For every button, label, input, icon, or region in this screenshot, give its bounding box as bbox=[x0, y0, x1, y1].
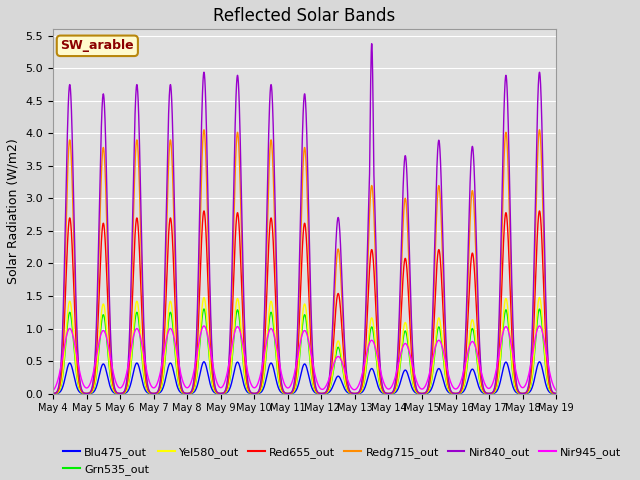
Line: Nir840_out: Nir840_out bbox=[53, 44, 556, 394]
Blu475_out bbox=[189, 390, 197, 396]
Nir945_out bbox=[552, 387, 560, 393]
Redg715_out bbox=[536, 127, 543, 132]
Redg715_out bbox=[552, 391, 560, 396]
Nir945_out bbox=[504, 328, 512, 334]
Redg715_out bbox=[189, 382, 197, 387]
Grn535_out bbox=[536, 306, 543, 312]
Redg715_out bbox=[353, 390, 361, 396]
Nir840_out bbox=[189, 380, 197, 385]
Grn535_out bbox=[552, 391, 560, 396]
Red655_out bbox=[552, 391, 560, 396]
Nir945_out bbox=[189, 371, 197, 376]
Grn535_out bbox=[504, 322, 512, 327]
Nir840_out bbox=[505, 134, 513, 140]
Grn535_out bbox=[49, 391, 57, 396]
Line: Yel580_out: Yel580_out bbox=[53, 298, 556, 394]
Red655_out bbox=[536, 208, 543, 214]
Blu475_out bbox=[362, 381, 370, 387]
Blu475_out bbox=[536, 359, 543, 365]
Red655_out bbox=[49, 391, 57, 396]
Grn535_out bbox=[157, 386, 164, 392]
Grn535_out bbox=[189, 388, 197, 394]
Nir840_out bbox=[368, 41, 376, 47]
Line: Red655_out: Red655_out bbox=[53, 211, 556, 394]
Yel580_out bbox=[362, 362, 370, 368]
Line: Nir945_out: Nir945_out bbox=[53, 326, 556, 391]
Yel580_out bbox=[536, 295, 543, 300]
Red655_out bbox=[552, 391, 560, 396]
Red655_out bbox=[353, 391, 361, 396]
Blu475_out bbox=[353, 391, 361, 396]
Grn535_out bbox=[353, 391, 361, 396]
Red655_out bbox=[504, 241, 512, 247]
Blu475_out bbox=[552, 391, 560, 396]
Yel580_out bbox=[157, 385, 164, 391]
Line: Grn535_out: Grn535_out bbox=[53, 309, 556, 394]
Line: Redg715_out: Redg715_out bbox=[53, 130, 556, 394]
Text: SW_arable: SW_arable bbox=[61, 39, 134, 52]
Nir840_out bbox=[552, 391, 560, 396]
Nir840_out bbox=[362, 296, 370, 301]
Nir840_out bbox=[353, 390, 361, 396]
Redg715_out bbox=[362, 313, 370, 319]
Yel580_out bbox=[552, 391, 560, 396]
Nir945_out bbox=[353, 385, 361, 391]
Nir945_out bbox=[552, 388, 560, 394]
Nir945_out bbox=[536, 323, 543, 329]
Nir840_out bbox=[49, 391, 57, 396]
Yel580_out bbox=[504, 312, 512, 318]
Yel580_out bbox=[353, 391, 361, 396]
Yel580_out bbox=[49, 391, 57, 396]
Red655_out bbox=[189, 384, 197, 390]
Nir945_out bbox=[49, 388, 57, 394]
Redg715_out bbox=[49, 391, 57, 396]
Blu475_out bbox=[157, 389, 164, 395]
Red655_out bbox=[362, 337, 370, 343]
Y-axis label: Solar Radiation (W/m2): Solar Radiation (W/m2) bbox=[7, 139, 20, 284]
Redg715_out bbox=[504, 175, 512, 181]
Line: Blu475_out: Blu475_out bbox=[53, 362, 556, 394]
Blu475_out bbox=[552, 391, 560, 396]
Yel580_out bbox=[552, 391, 560, 396]
Redg715_out bbox=[552, 391, 560, 396]
Grn535_out bbox=[362, 366, 370, 372]
Legend: Blu475_out, Grn535_out, Yel580_out, Red655_out, Redg715_out, Nir840_out, Nir945_: Blu475_out, Grn535_out, Yel580_out, Red6… bbox=[58, 443, 626, 479]
Blu475_out bbox=[504, 365, 512, 371]
Blu475_out bbox=[49, 391, 57, 396]
Red655_out bbox=[157, 381, 164, 386]
Nir945_out bbox=[157, 367, 164, 373]
Nir840_out bbox=[157, 373, 164, 379]
Nir945_out bbox=[362, 353, 370, 359]
Nir840_out bbox=[552, 391, 560, 396]
Title: Reflected Solar Bands: Reflected Solar Bands bbox=[214, 7, 396, 25]
Grn535_out bbox=[552, 391, 560, 396]
Yel580_out bbox=[189, 387, 197, 393]
Redg715_out bbox=[157, 376, 164, 382]
